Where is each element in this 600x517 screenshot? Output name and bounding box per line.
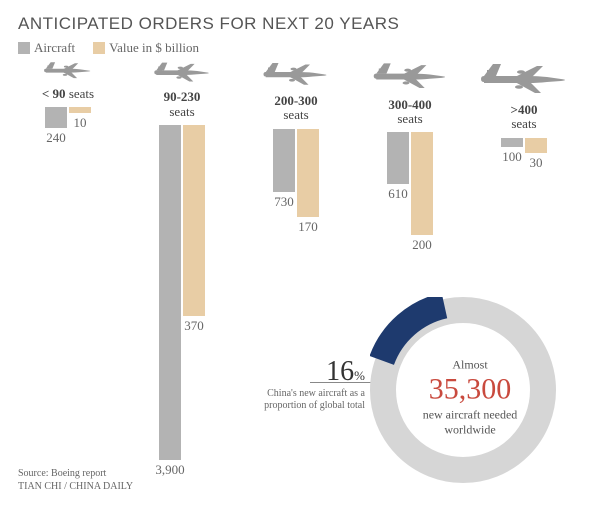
value-bar-wrap: 370 [183, 125, 205, 316]
category-label: 300-400 seats [388, 98, 431, 127]
value-amount: 370 [184, 318, 204, 334]
value-amount: 170 [298, 219, 318, 235]
value-amount: 30 [530, 155, 543, 171]
donut-chart: Almost 35,300 new aircraft needed worldw… [370, 297, 570, 497]
legend-value: Value in $ billion [93, 40, 199, 56]
donut-top-text: Almost [400, 357, 540, 371]
aircraft-value: 240 [46, 130, 66, 146]
value-bar-wrap: 170 [297, 129, 319, 217]
china-percent-sign: % [354, 368, 365, 383]
chart-title: ANTICIPATED ORDERS FOR NEXT 20 YEARS [18, 14, 582, 34]
plane-icon [372, 60, 449, 96]
legend-aircraft-label: Aircraft [34, 40, 75, 56]
bar-pair: 3,900 370 [159, 125, 205, 460]
legend: Aircraft Value in $ billion [18, 40, 582, 56]
aircraft-bar [45, 107, 67, 128]
aircraft-bar [501, 138, 523, 147]
category-2: 200-300 seats 730 170 [246, 60, 346, 217]
legend-value-swatch [93, 42, 105, 54]
category-label: 200-300 seats [274, 94, 317, 123]
bar-pair: 240 10 [45, 107, 91, 128]
category-label: 90-230 seats [164, 90, 201, 119]
plane-icon [153, 60, 212, 88]
donut-bottom-text: new aircraft needed worldwide [400, 408, 540, 437]
aircraft-bar-wrap: 730 [273, 129, 295, 192]
legend-aircraft: Aircraft [18, 40, 75, 56]
aircraft-bar [387, 132, 409, 184]
legend-aircraft-swatch [18, 42, 30, 54]
donut-center-text: Almost 35,300 new aircraft needed worldw… [400, 357, 540, 436]
value-bar [297, 129, 319, 217]
value-bar [183, 125, 205, 316]
category-0: < 90 seats 240 10 [18, 60, 118, 128]
aircraft-bar-wrap: 240 [45, 107, 67, 128]
value-bar [411, 132, 433, 235]
value-amount: 10 [74, 115, 87, 131]
bar-pair: 610 200 [387, 132, 433, 235]
legend-value-label: Value in $ billion [109, 40, 199, 56]
aircraft-bar-wrap: 610 [387, 132, 409, 184]
category-3: 300-400 seats 610 200 [360, 60, 460, 235]
aircraft-value: 610 [388, 186, 408, 202]
value-bar-wrap: 30 [525, 138, 547, 153]
category-label: >400 seats [511, 103, 538, 132]
value-bar-wrap: 10 [69, 107, 91, 113]
value-bar-wrap: 200 [411, 132, 433, 235]
source-line2: TIAN CHI / CHINA DAILY [18, 480, 133, 493]
category-1: 90-230 seats 3,900 370 [132, 60, 232, 460]
plane-icon [262, 60, 330, 92]
category-label: < 90 seats [42, 87, 94, 101]
source-line1: Source: Boeing report [18, 467, 133, 480]
value-bar [69, 107, 91, 113]
aircraft-value: 730 [274, 194, 294, 210]
plane-icon [43, 60, 93, 85]
source-credit: Source: Boeing report TIAN CHI / CHINA D… [18, 467, 133, 493]
plane-icon [479, 60, 569, 101]
aircraft-value: 100 [502, 149, 522, 165]
aircraft-bar-wrap: 100 [501, 138, 523, 147]
aircraft-bar-wrap: 3,900 [159, 125, 181, 460]
china-proportion: 16% China's new aircraft as a proportion… [235, 356, 365, 411]
aircraft-value: 3,900 [155, 462, 184, 478]
category-4: >400 seats 100 30 [474, 60, 574, 153]
aircraft-bar [273, 129, 295, 192]
china-caption: China's new aircraft as a proportion of … [235, 388, 365, 411]
value-bar [525, 138, 547, 153]
bar-pair: 100 30 [501, 138, 547, 153]
bar-pair: 730 170 [273, 129, 319, 217]
donut-number: 35,300 [400, 372, 540, 408]
value-amount: 200 [412, 237, 432, 253]
aircraft-bar [159, 125, 181, 460]
